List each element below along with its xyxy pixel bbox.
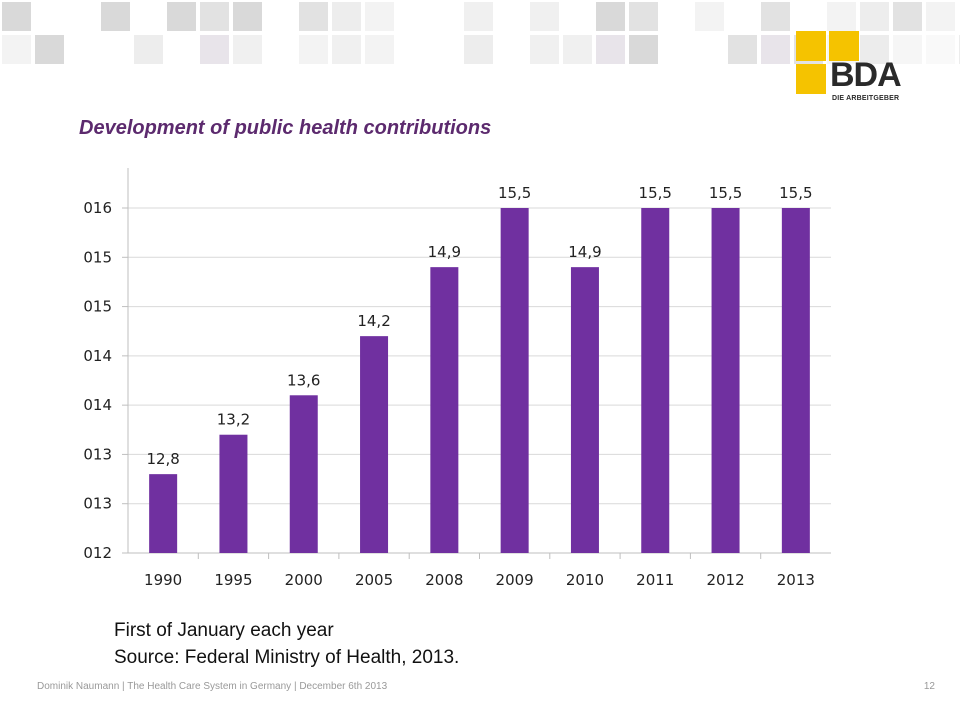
decorative-tile <box>299 35 328 64</box>
decorative-tile <box>926 35 955 64</box>
y-tick-label: 015 <box>83 248 112 266</box>
decorative-tile <box>761 35 790 64</box>
data-label: 15,5 <box>498 184 531 202</box>
decorative-tile <box>629 35 658 64</box>
bar-2011 <box>641 208 670 553</box>
logo-subtext: DIE ARBEITGEBER <box>832 95 900 102</box>
decorative-tile <box>332 35 361 64</box>
logo-square <box>796 64 826 94</box>
data-label: 15,5 <box>779 184 812 202</box>
decorative-tile <box>365 35 394 64</box>
decorative-tile <box>893 2 922 31</box>
data-label: 15,5 <box>709 184 742 202</box>
x-tick-label: 2008 <box>425 571 463 589</box>
x-tick-label: 1995 <box>214 571 252 589</box>
page-number: 12 <box>923 681 935 692</box>
decorative-tile <box>596 35 625 64</box>
logo-text: BDA <box>830 56 902 94</box>
bar-2009 <box>500 208 529 553</box>
decorative-tile <box>761 2 790 31</box>
decorative-tile <box>629 2 658 31</box>
y-tick-label: 013 <box>83 445 112 463</box>
bar-1995 <box>219 434 248 553</box>
y-tick-label: 014 <box>83 396 112 414</box>
y-tick-label: 016 <box>83 199 112 217</box>
bar-2010 <box>570 267 599 553</box>
decorative-tile <box>530 2 559 31</box>
bar-2012 <box>711 208 740 553</box>
decorative-tile <box>365 2 394 31</box>
y-tick-label: 012 <box>83 544 112 562</box>
data-label: 13,6 <box>287 371 320 389</box>
y-tick-label: 013 <box>83 495 112 513</box>
decorative-tile <box>860 35 889 64</box>
y-tick-label: 015 <box>83 298 112 316</box>
decorative-tile <box>596 2 625 31</box>
decorative-tile <box>530 35 559 64</box>
decorative-tile <box>200 35 229 64</box>
x-tick-label: 2013 <box>777 571 815 589</box>
decorative-tile <box>2 35 31 64</box>
data-label: 13,2 <box>217 411 250 429</box>
decorative-tile <box>893 35 922 64</box>
decorative-tile <box>464 2 493 31</box>
y-tick-label: 014 <box>83 347 112 365</box>
decorative-tile <box>2 2 31 31</box>
bar-2008 <box>430 267 459 553</box>
x-tick-label: 2009 <box>496 571 534 589</box>
bar-2013 <box>781 208 810 553</box>
x-tick-label: 2005 <box>355 571 393 589</box>
x-tick-label: 2000 <box>285 571 323 589</box>
note-line-source: Source: Federal Ministry of Health, 2013… <box>114 647 460 668</box>
bar-2000 <box>289 395 318 553</box>
decorative-tile <box>35 35 64 64</box>
logo-square <box>829 31 859 61</box>
bar-2005 <box>360 336 389 553</box>
footer-text: Dominik Naumann | The Health Care System… <box>37 681 388 692</box>
decorative-tile <box>563 35 592 64</box>
decorative-tile <box>464 35 493 64</box>
x-tick-label: 2012 <box>706 571 744 589</box>
data-label: 15,5 <box>639 184 672 202</box>
data-label: 14,9 <box>428 243 461 261</box>
logo-square <box>796 31 826 61</box>
slide-title: Development of public health contributio… <box>79 117 492 139</box>
decorative-tile <box>827 2 856 31</box>
decorative-tile <box>299 2 328 31</box>
x-tick-label: 2011 <box>636 571 674 589</box>
decorative-tile <box>167 2 196 31</box>
decorative-tile <box>233 35 262 64</box>
x-tick-label: 1990 <box>144 571 182 589</box>
decorative-tile <box>332 2 361 31</box>
decorative-tile <box>233 2 262 31</box>
footer: Dominik Naumann | The Health Care System… <box>37 681 935 692</box>
data-label: 14,9 <box>568 243 601 261</box>
decorative-tile <box>134 35 163 64</box>
note-line-date: First of January each year <box>114 620 334 641</box>
decorative-tile <box>926 2 955 31</box>
bda-logo <box>796 31 910 111</box>
decorative-tile <box>200 2 229 31</box>
data-label: 14,2 <box>357 312 390 330</box>
decorative-tile <box>695 2 724 31</box>
bar-1990 <box>149 474 178 553</box>
decorative-tile <box>860 2 889 31</box>
decorative-tile <box>101 2 130 31</box>
x-tick-label: 2010 <box>566 571 604 589</box>
decorative-tile <box>728 35 757 64</box>
data-label: 12,8 <box>146 450 179 468</box>
chart-notes: First of January each year Source: Feder… <box>114 617 459 671</box>
